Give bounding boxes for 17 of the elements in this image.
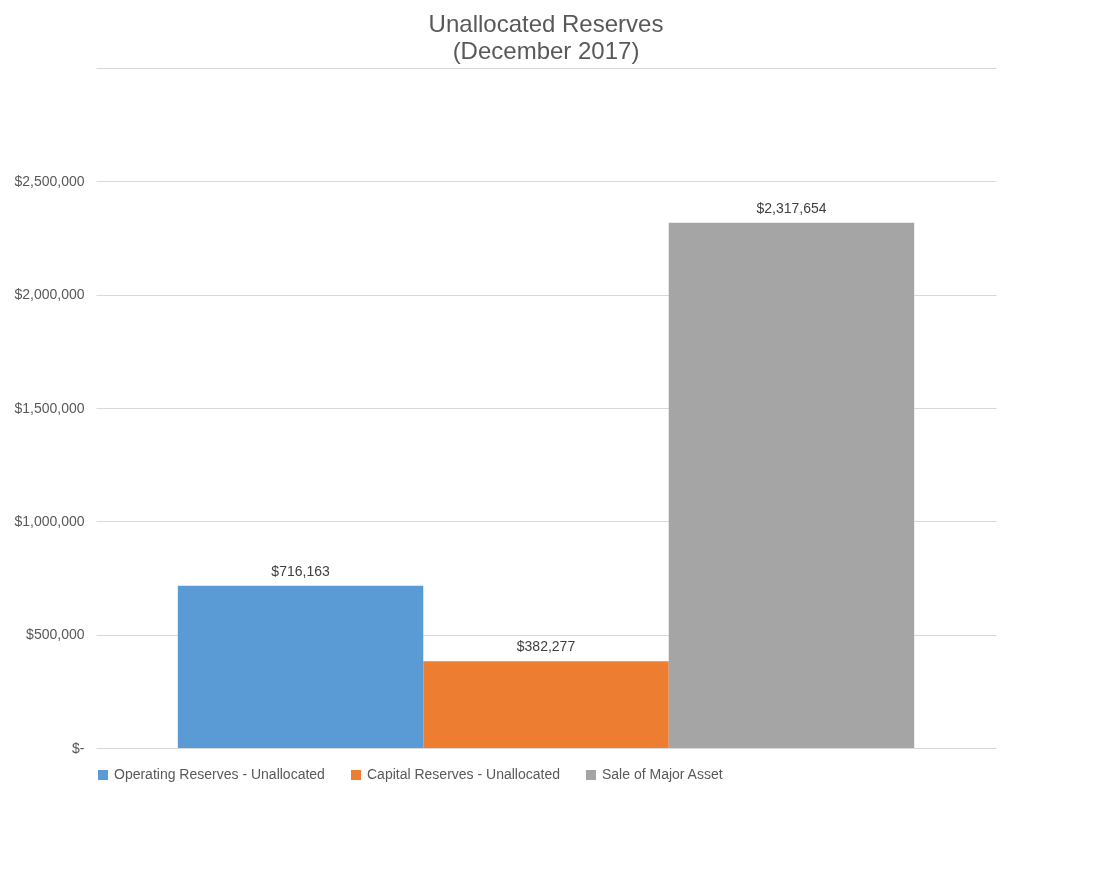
y-tick-label: $1,500,000 bbox=[14, 399, 85, 416]
bar bbox=[177, 585, 424, 748]
y-tick-label: $2,500,000 bbox=[14, 172, 85, 189]
chart-subtitle: (December 2017) bbox=[452, 37, 640, 64]
legend-label: Sale of Major Asset bbox=[602, 766, 723, 782]
y-tick-label: $1,000,000 bbox=[14, 512, 85, 529]
y-tick-label: $- bbox=[72, 739, 85, 756]
chart-title: Unallocated Reserves bbox=[428, 10, 664, 37]
data-label: $716,163 bbox=[271, 562, 330, 579]
y-tick-label: $2,000,000 bbox=[14, 286, 85, 303]
data-label: $2,317,654 bbox=[756, 199, 827, 216]
legend-label: Capital Reserves - Unallocated bbox=[367, 766, 560, 782]
bar bbox=[668, 222, 915, 748]
legend-label: Operating Reserves - Unallocated bbox=[114, 766, 325, 782]
data-label: $382,277 bbox=[516, 638, 576, 655]
bar bbox=[423, 661, 669, 748]
y-tick-label: $500,000 bbox=[26, 626, 85, 643]
